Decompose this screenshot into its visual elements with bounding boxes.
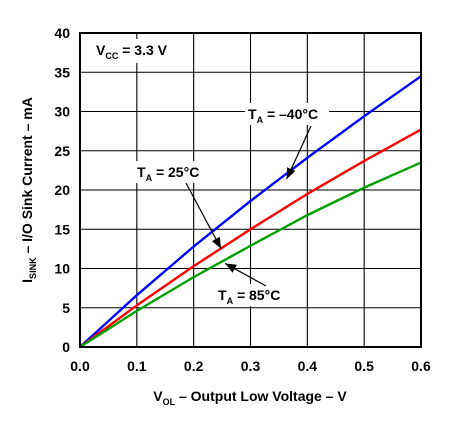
x-tick-label: 0.6 — [411, 358, 431, 374]
y-tick-label: 20 — [54, 182, 70, 198]
series-label-2: TA = 85°C — [218, 287, 280, 306]
series-layer — [79, 75, 422, 349]
x-tick-label: 0.0 — [70, 358, 90, 374]
x-tick-label: 0.5 — [354, 358, 374, 374]
arrow-series-1 — [185, 182, 222, 249]
series-line-2 — [79, 161, 422, 349]
plot-frame — [79, 32, 422, 348]
x-tick-label: 0.1 — [127, 358, 147, 374]
series-line-0 — [79, 75, 422, 348]
series-label-bg-2 — [214, 284, 296, 306]
y-tick-label: 40 — [54, 25, 70, 41]
arrow-series-1-head — [211, 236, 222, 249]
y-tick-label: 30 — [54, 104, 70, 120]
series-line-1 — [79, 128, 422, 348]
x-axis-label: VOL – Output Low Voltage – V — [153, 388, 347, 407]
x-tick-labels: 0.0 0.1 0.2 0.3 0.4 0.5 0.6 — [70, 358, 431, 374]
series-label-bg-1 — [134, 161, 214, 183]
y-tick-label: 0 — [62, 339, 70, 355]
x-tick-label: 0.3 — [241, 358, 261, 374]
label-arrows — [185, 125, 312, 287]
arrow-series-2-head — [225, 263, 237, 273]
x-tick-label: 0.4 — [298, 358, 318, 374]
arrow-series-0-head — [286, 167, 296, 180]
series-label-bg-0 — [245, 103, 329, 125]
y-tick-label: 25 — [54, 143, 70, 159]
y-tick-label: 10 — [54, 261, 70, 277]
y-tick-label: 5 — [62, 300, 70, 316]
series-label-1: TA = 25°C — [137, 164, 199, 183]
vcc-annotation: VCC = 3.3 V — [96, 42, 168, 61]
y-tick-labels: 0 5 10 15 20 25 30 35 40 — [54, 25, 70, 355]
y-axis-label: ISINK – I/O Sink Current – mA — [19, 97, 38, 283]
y-tick-label: 15 — [54, 221, 70, 237]
y-tick-label: 35 — [54, 64, 70, 80]
series-label-0: TA = –40°C — [248, 106, 318, 125]
vcc-label-bg — [92, 39, 178, 63]
x-tick-label: 0.2 — [184, 358, 204, 374]
